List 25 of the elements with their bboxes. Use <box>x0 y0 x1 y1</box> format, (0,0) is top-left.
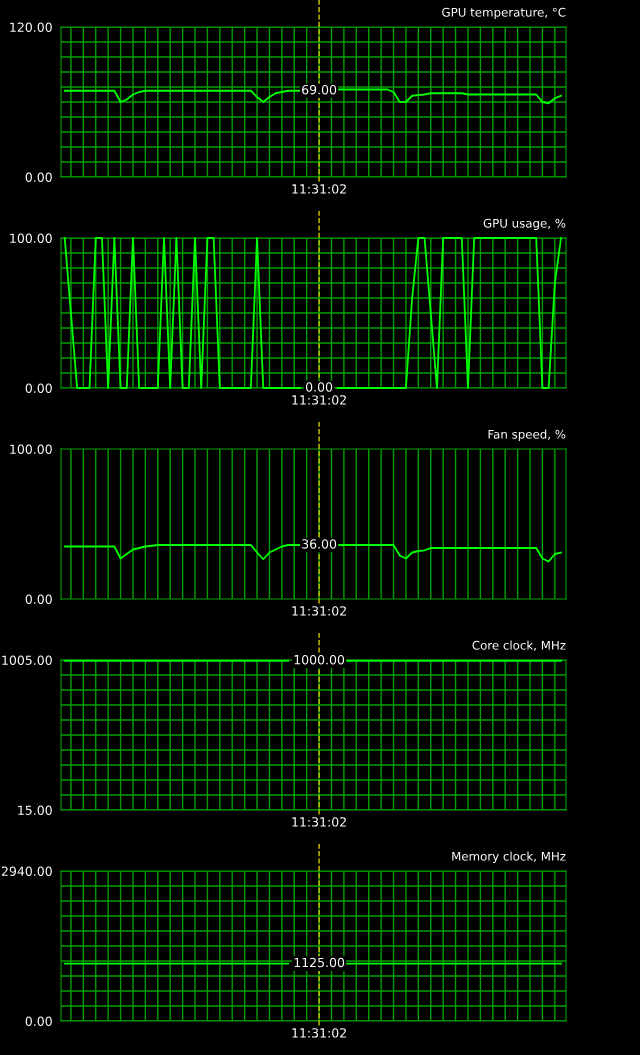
chart-title: Memory clock, MHz <box>452 851 566 863</box>
y-tick-label: 0.00 <box>25 1016 52 1026</box>
y-tick-label: 2940.00 <box>1 866 52 876</box>
x-tick-label: 11:31:02 <box>292 817 346 827</box>
y-tick-label: 0.00 <box>25 594 52 604</box>
annotation: 69.00 <box>302 84 337 95</box>
annotation: 1000.00 <box>294 654 345 665</box>
chart-title: Core clock, MHz <box>472 640 566 651</box>
y-tick-label: 0.00 <box>25 172 52 182</box>
x-tick-label: 11:31:02 <box>292 606 346 616</box>
x-tick-label: 11:31:02 <box>292 184 346 194</box>
y-tick-label: 100.00 <box>10 233 52 243</box>
y-tick-label: 100.00 <box>10 444 52 454</box>
chart-title: Fan speed, % <box>488 429 566 441</box>
y-tick-label: 0.00 <box>25 383 52 393</box>
x-tick-label: 11:31:02 <box>292 395 346 405</box>
x-tick-label: 11:31:02 <box>292 1028 346 1038</box>
y-tick-label: 120.00 <box>10 22 52 32</box>
annotation: 0.00 <box>305 382 333 392</box>
chart-title: GPU usage, % <box>483 218 566 230</box>
y-tick-label: 1005.00 <box>2 655 52 665</box>
chart-title: GPU temperature, °C <box>442 7 566 19</box>
y-tick-label: 15.00 <box>18 805 52 815</box>
annotation: 36.00 <box>302 539 337 549</box>
annotation: 1125.00 <box>294 957 345 968</box>
